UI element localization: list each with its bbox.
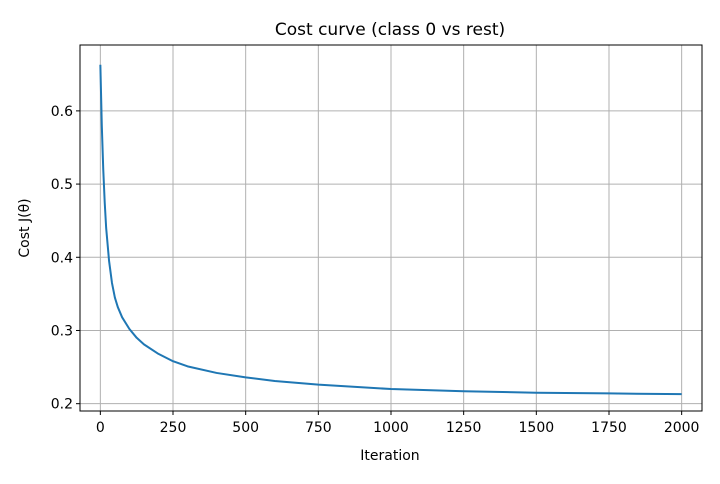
x-tick-label: 1250 [446, 420, 482, 436]
x-tick-label: 1750 [591, 420, 627, 436]
x-tick-label: 1500 [519, 420, 555, 436]
y-tick-label: 0.2 [51, 397, 73, 413]
grid-lines [80, 45, 702, 411]
x-tick-label: 750 [305, 420, 332, 436]
x-tick-label: 500 [232, 420, 259, 436]
chart-title: Cost curve (class 0 vs rest) [275, 20, 505, 40]
y-axis-label: Cost J(θ) [17, 198, 33, 257]
axes: 0 250 500 750 1000 1250 1500 1750 2000 0.2 0.3 0.4 0… [51, 44, 703, 436]
y-tick-label: 0.6 [51, 104, 73, 120]
plot-area-frame [79, 44, 703, 412]
x-tick-label: 2000 [664, 420, 700, 436]
y-tick-label: 0.4 [51, 250, 73, 266]
series-layer [99, 64, 682, 396]
x-tick-label: 0 [96, 420, 105, 436]
x-axis-label: Iteration [360, 448, 419, 464]
y-tick-label: 0.3 [51, 323, 73, 339]
y-tick-label: 0.5 [51, 177, 73, 193]
x-tick-label: 250 [160, 420, 187, 436]
cost-curve-line [99, 64, 682, 396]
x-tick-label: 1000 [373, 420, 409, 436]
